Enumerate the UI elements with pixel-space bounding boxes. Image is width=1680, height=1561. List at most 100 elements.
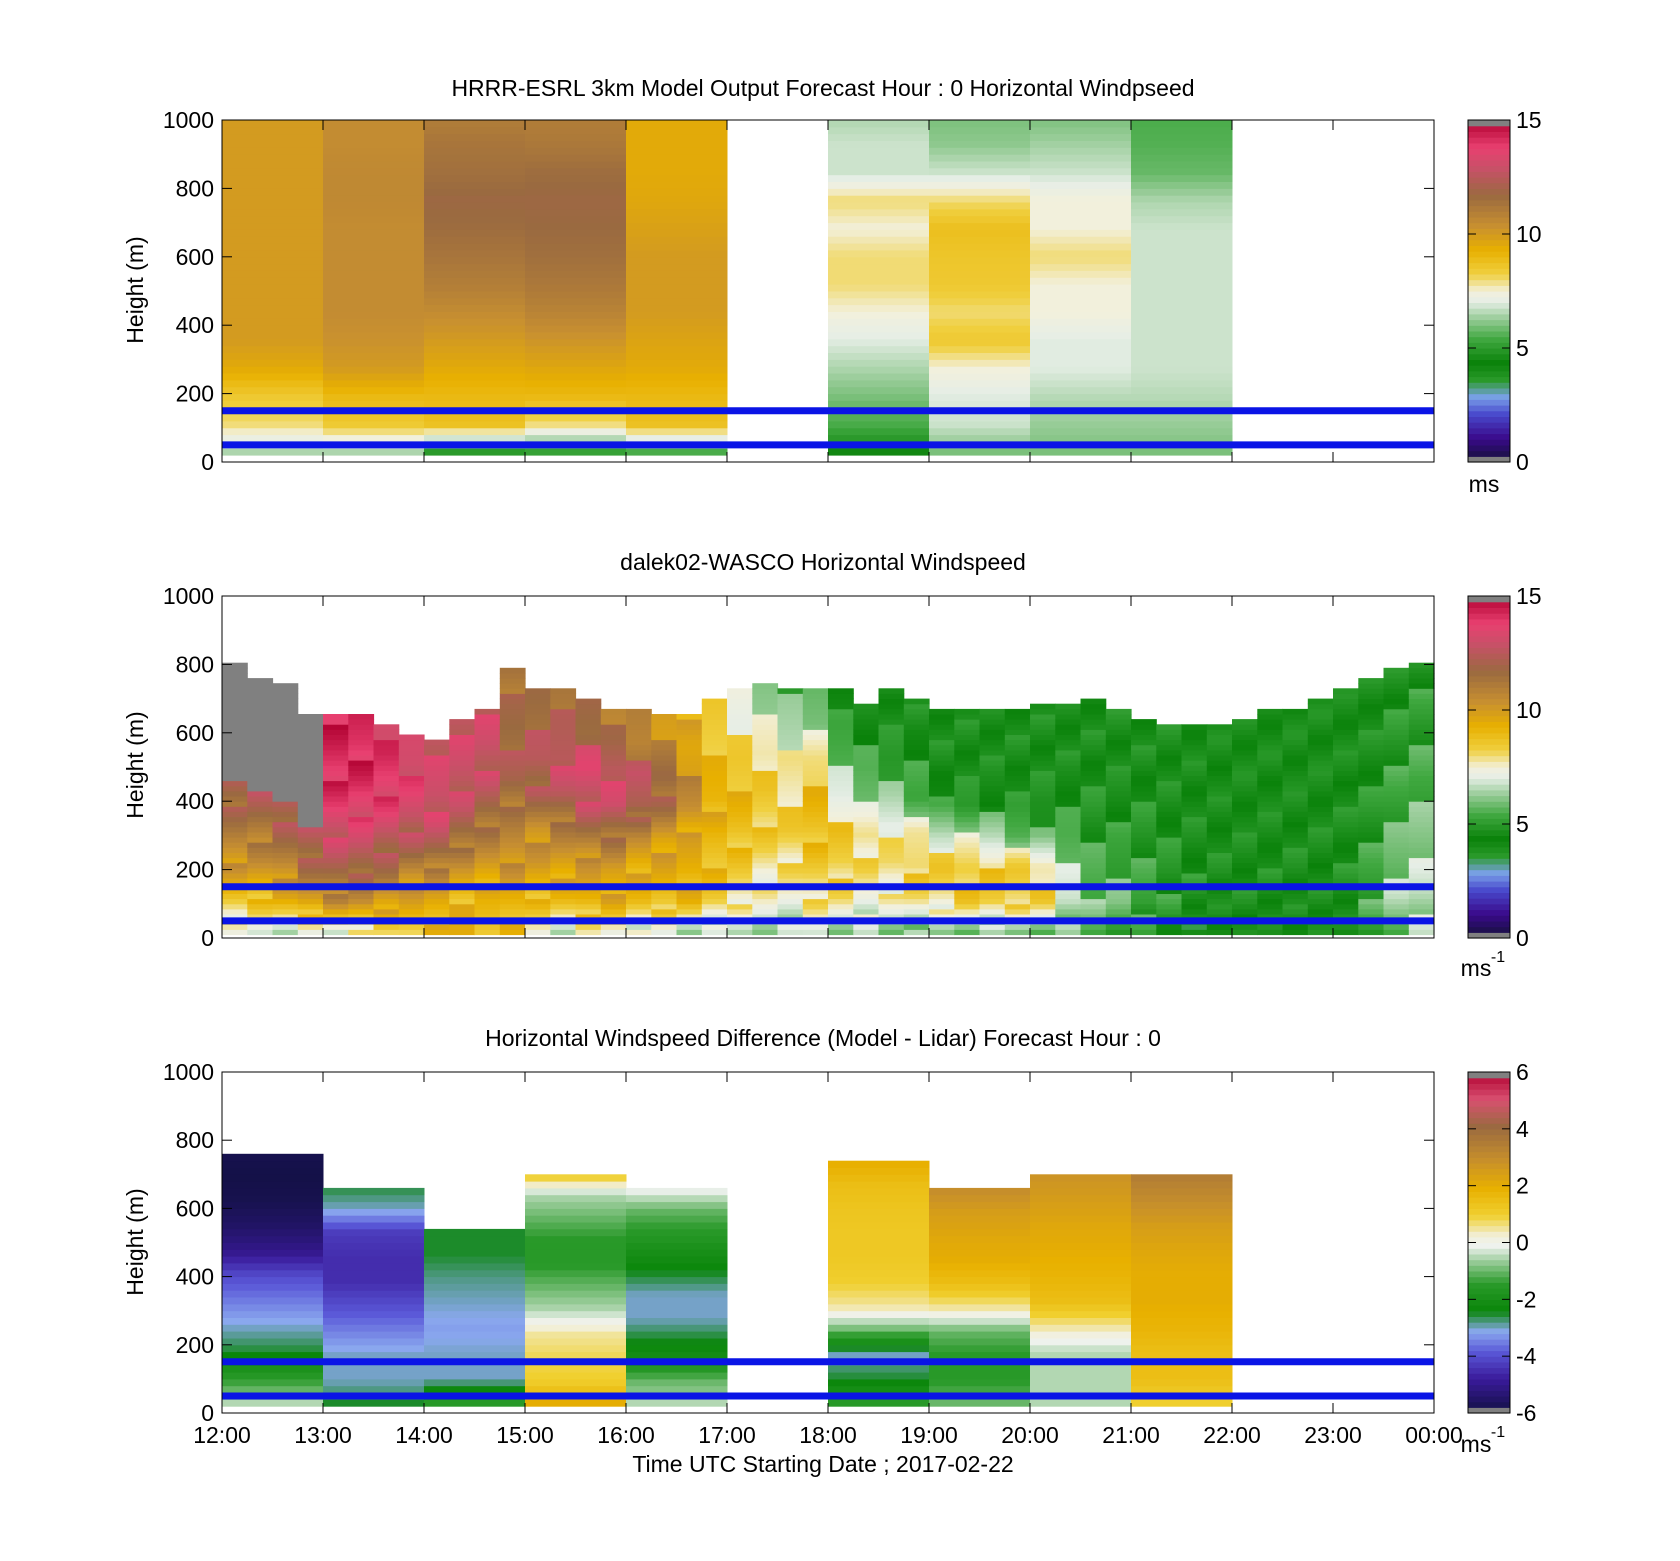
heatmap-cell <box>474 775 501 782</box>
heatmap-cell <box>1105 847 1132 853</box>
heatmap-cell <box>1080 796 1107 802</box>
heatmap-cell <box>1408 770 1435 776</box>
heatmap-cell <box>1358 678 1385 684</box>
colorbar-segment <box>1468 336 1510 343</box>
heatmap-cell <box>424 770 450 776</box>
heatmap-cell <box>424 1372 526 1380</box>
heatmap-cell <box>1383 683 1410 689</box>
lidar-profile <box>1105 708 1132 936</box>
heatmap-cell <box>1282 893 1309 900</box>
heatmap-cell <box>449 826 476 833</box>
heatmap-cell <box>1307 832 1334 838</box>
heatmap-cell <box>222 215 324 224</box>
heatmap-cell <box>222 729 248 735</box>
heatmap-cell <box>550 826 577 833</box>
heatmap-cell <box>903 806 930 812</box>
heatmap-cell <box>1232 765 1258 771</box>
heatmap-cell <box>752 760 779 766</box>
heatmap-cell <box>1282 734 1309 741</box>
heatmap-cell <box>828 379 930 388</box>
x-tick-label: 19:00 <box>900 1422 958 1448</box>
heatmap-cell <box>1408 801 1435 807</box>
heatmap-cell <box>297 837 324 843</box>
heatmap-cell <box>979 780 1006 787</box>
heatmap-cell <box>979 806 1006 812</box>
heatmap-cell <box>802 760 829 766</box>
heatmap-cell <box>1307 760 1334 766</box>
heatmap-cell <box>272 826 299 833</box>
colorbar-segment <box>1468 370 1510 378</box>
heatmap-cell <box>499 770 526 776</box>
heatmap-cell <box>828 181 930 189</box>
heatmap-cell <box>701 719 728 725</box>
heatmap-cell <box>222 780 248 787</box>
heatmap-cell <box>1408 765 1435 771</box>
heatmap-cell <box>626 1256 728 1264</box>
heatmap-cell <box>297 873 324 879</box>
colorbar-segment <box>1468 125 1510 132</box>
heatmap-cell <box>600 734 627 741</box>
heatmap-cell <box>323 147 425 155</box>
heatmap-cell <box>575 729 602 735</box>
heatmap-cell <box>550 714 577 720</box>
heatmap-cell <box>1282 842 1309 848</box>
heatmap-cell <box>474 924 501 930</box>
heatmap-cell <box>247 724 274 730</box>
heatmap-cell <box>499 806 526 812</box>
heatmap-cell <box>575 826 602 833</box>
heatmap-cell <box>1030 898 1056 905</box>
heatmap-cell <box>1105 898 1132 905</box>
heatmap-cell <box>1131 929 1157 936</box>
heatmap-cell <box>626 1290 728 1298</box>
heatmap-cell <box>828 821 854 828</box>
heatmap-cell <box>1181 739 1208 746</box>
heatmap-cell <box>297 878 324 884</box>
heatmap-cell <box>1206 801 1233 807</box>
heatmap-cell <box>777 867 804 874</box>
y-tick-label: 0 <box>201 449 214 475</box>
heatmap-cell <box>424 393 526 401</box>
colorbar-tick-label: 10 <box>1516 221 1542 247</box>
colorbar-segment <box>1468 444 1510 452</box>
heatmap-cell <box>1080 847 1107 853</box>
colorbar-tick-label: 6 <box>1516 1059 1529 1085</box>
heatmap-cell <box>600 924 627 930</box>
heatmap-cell <box>954 755 981 761</box>
heatmap-cell <box>802 898 829 905</box>
heatmap-cell <box>828 796 854 802</box>
heatmap-cell <box>1232 760 1258 766</box>
heatmap-cell <box>247 837 274 843</box>
heatmap-cell <box>626 837 652 843</box>
heatmap-cell <box>676 914 703 920</box>
heatmap-cell <box>1080 811 1107 818</box>
heatmap-cell <box>600 785 627 792</box>
heatmap-cell <box>424 304 526 312</box>
heatmap-cell <box>1030 832 1056 838</box>
heatmap-cell <box>550 790 577 797</box>
heatmap-cell <box>525 714 551 720</box>
colorbar-segment <box>1468 142 1510 150</box>
heatmap-cell <box>424 161 526 169</box>
heatmap-cell <box>1307 744 1334 751</box>
heatmap-cell <box>1206 811 1233 818</box>
heatmap-cell <box>1030 893 1056 900</box>
heatmap-cell <box>222 1201 324 1209</box>
heatmap-cell <box>222 1344 324 1353</box>
heatmap-cell <box>1257 857 1284 864</box>
heatmap-cell <box>903 698 930 705</box>
heatmap-cell <box>1333 821 1359 828</box>
heatmap-cell <box>550 755 577 761</box>
heatmap-cell <box>373 765 400 771</box>
heatmap-cell <box>1282 801 1309 807</box>
heatmap-cell <box>727 914 753 920</box>
heatmap-cell <box>575 780 602 787</box>
heatmap-cell <box>323 734 349 741</box>
heatmap-cell <box>828 878 854 884</box>
heatmap-cell <box>701 888 728 894</box>
heatmap-cell <box>222 662 248 669</box>
heatmap-cell <box>828 400 930 408</box>
heatmap-cell <box>828 393 930 401</box>
heatmap-cell <box>651 857 678 864</box>
heatmap-cell <box>1131 857 1157 864</box>
y-tick-label: 800 <box>176 651 214 677</box>
